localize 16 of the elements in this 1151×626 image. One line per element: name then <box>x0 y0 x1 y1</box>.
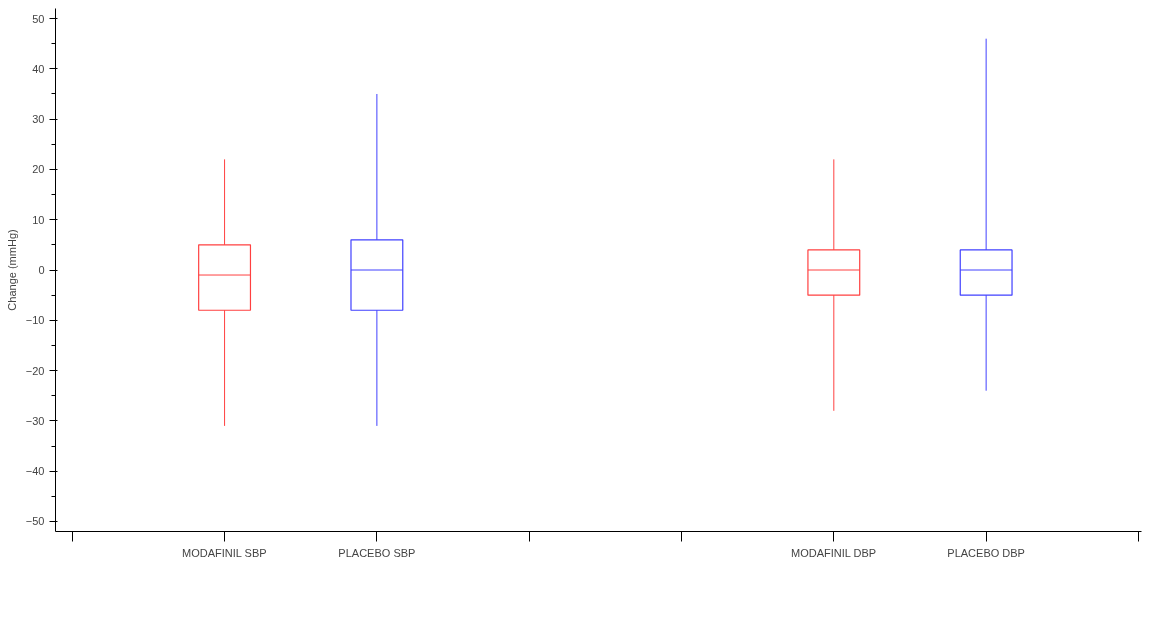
y-tick-label: 20 <box>32 163 45 176</box>
y-tick-label: −40 <box>25 465 45 478</box>
y-tick-label: 10 <box>32 213 45 226</box>
y-tick-label: −20 <box>25 364 45 377</box>
y-tick-label: −50 <box>25 515 45 528</box>
y-tick-label: 30 <box>32 113 45 126</box>
y-tick-label: 40 <box>32 62 45 75</box>
y-axis-title: Change (mmHg) <box>5 229 18 311</box>
x-tick-label: PLACEBO DBP <box>947 546 1025 559</box>
y-tick-label: −30 <box>25 414 45 427</box>
x-tick-label: MODAFINIL DBP <box>791 546 877 559</box>
y-tick-label: 0 <box>38 264 45 276</box>
y-tick-label: −10 <box>25 314 45 327</box>
x-tick-label: MODAFINIL SBP <box>182 546 267 559</box>
x-tick-label: PLACEBO SBP <box>338 546 416 559</box>
y-tick-label: 50 <box>32 12 45 25</box>
